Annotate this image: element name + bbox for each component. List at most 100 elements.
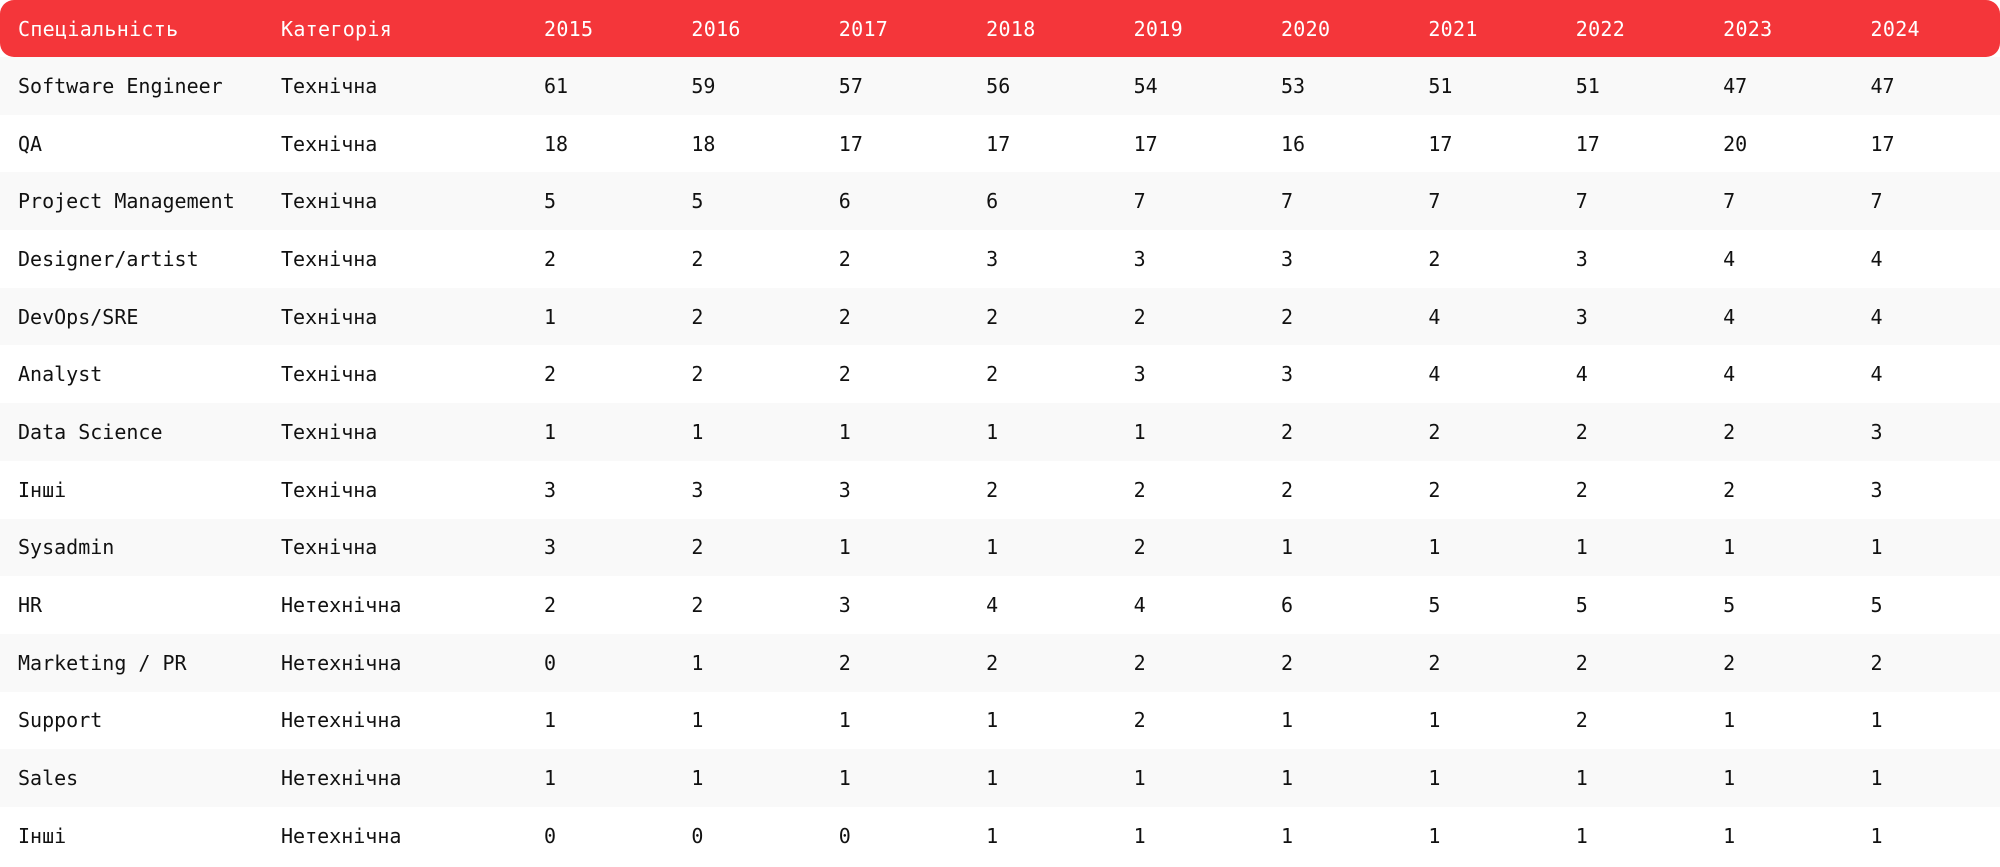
value-cell: 2 bbox=[526, 576, 674, 634]
table-body: Software Engineer Технічна 61 59 57 56 54 53 51 5… bbox=[0, 57, 2000, 865]
value-cell: 1 bbox=[1262, 806, 1411, 865]
specialty-cell: Sysadmin bbox=[0, 518, 263, 577]
category-cell: Технічна bbox=[263, 114, 526, 173]
value-cell: 4 bbox=[1410, 345, 1558, 404]
value-cell: 0 bbox=[673, 806, 821, 865]
value-cell: 7 bbox=[1410, 172, 1558, 231]
value-cell: 2 bbox=[1115, 518, 1263, 577]
value-cell: 1 bbox=[968, 749, 1116, 807]
value-cell: 1 bbox=[1852, 518, 2000, 577]
value-cell: 2 bbox=[1410, 633, 1558, 692]
value-cell: 6 bbox=[1262, 576, 1411, 634]
value-cell: 2 bbox=[820, 633, 969, 692]
value-cell: 1 bbox=[1410, 691, 1558, 750]
value-cell: 1 bbox=[1410, 806, 1558, 865]
value-cell: 5 bbox=[673, 172, 821, 231]
value-cell: 4 bbox=[1705, 345, 1853, 404]
table-row: Support Нетехнічна 1 1 1 1 2 1 1 2 1 1 bbox=[0, 691, 2000, 750]
value-cell: 3 bbox=[1115, 345, 1263, 404]
value-cell: 1 bbox=[526, 403, 674, 461]
column-header-year: 2016 bbox=[673, 0, 821, 57]
value-cell: 2 bbox=[1262, 633, 1411, 692]
value-cell: 4 bbox=[1705, 230, 1853, 288]
value-cell: 1 bbox=[968, 403, 1116, 461]
value-cell: 17 bbox=[968, 114, 1116, 173]
specialty-cell: Support bbox=[0, 691, 263, 750]
category-cell: Нетехнічна bbox=[263, 806, 526, 865]
value-cell: 3 bbox=[1557, 287, 1706, 346]
value-cell: 1 bbox=[1705, 806, 1853, 865]
value-cell: 1 bbox=[820, 518, 969, 577]
value-cell: 17 bbox=[1410, 114, 1558, 173]
value-cell: 1 bbox=[1410, 749, 1558, 807]
column-header-specialty: Спеціальність bbox=[0, 0, 263, 57]
value-cell: 2 bbox=[1410, 403, 1558, 461]
column-header-year: 2021 bbox=[1410, 0, 1558, 57]
value-cell: 1 bbox=[673, 633, 821, 692]
value-cell: 2 bbox=[1705, 460, 1853, 519]
value-cell: 4 bbox=[1852, 230, 2000, 288]
value-cell: 3 bbox=[673, 460, 821, 519]
value-cell: 17 bbox=[1852, 114, 2000, 173]
table-row: HR Нетехнічна 2 2 3 4 4 6 5 5 5 5 bbox=[0, 576, 2000, 634]
value-cell: 2 bbox=[673, 518, 821, 577]
value-cell: 1 bbox=[968, 518, 1116, 577]
value-cell: 1 bbox=[673, 403, 821, 461]
column-header-year: 2023 bbox=[1705, 0, 1853, 57]
value-cell: 5 bbox=[1852, 576, 2000, 634]
value-cell: 47 bbox=[1705, 57, 1853, 115]
value-cell: 3 bbox=[968, 230, 1116, 288]
value-cell: 5 bbox=[1557, 576, 1706, 634]
value-cell: 47 bbox=[1852, 57, 2000, 115]
specialty-cell: Analyst bbox=[0, 345, 263, 404]
category-cell: Технічна bbox=[263, 403, 526, 461]
category-cell: Технічна bbox=[263, 172, 526, 231]
value-cell: 1 bbox=[1115, 806, 1263, 865]
value-cell: 61 bbox=[526, 57, 674, 115]
table-row: Analyst Технічна 2 2 2 2 3 3 4 4 4 4 bbox=[0, 345, 2000, 404]
value-cell: 1 bbox=[820, 749, 969, 807]
value-cell: 2 bbox=[1115, 287, 1263, 346]
value-cell: 2 bbox=[1262, 460, 1411, 519]
value-cell: 1 bbox=[820, 403, 969, 461]
category-cell: Нетехнічна bbox=[263, 691, 526, 750]
value-cell: 57 bbox=[820, 57, 969, 115]
value-cell: 1 bbox=[1262, 518, 1411, 577]
value-cell: 17 bbox=[1557, 114, 1706, 173]
value-cell: 59 bbox=[673, 57, 821, 115]
value-cell: 3 bbox=[526, 518, 674, 577]
value-cell: 18 bbox=[673, 114, 821, 173]
value-cell: 3 bbox=[820, 460, 969, 519]
value-cell: 3 bbox=[1557, 230, 1706, 288]
column-header-year: 2018 bbox=[968, 0, 1116, 57]
specialty-cell: Designer/artist bbox=[0, 230, 263, 288]
value-cell: 3 bbox=[820, 576, 969, 634]
table-header-row: Спеціальність Категорія 2015 2016 2017 2018 20… bbox=[0, 0, 2000, 57]
value-cell: 2 bbox=[1557, 403, 1706, 461]
value-cell: 2 bbox=[673, 576, 821, 634]
specialty-cell: Software Engineer bbox=[0, 57, 263, 115]
value-cell: 1 bbox=[1705, 749, 1853, 807]
value-cell: 4 bbox=[1557, 345, 1706, 404]
value-cell: 3 bbox=[1262, 230, 1411, 288]
value-cell: 2 bbox=[968, 287, 1116, 346]
value-cell: 1 bbox=[526, 287, 674, 346]
value-cell: 1 bbox=[968, 691, 1116, 750]
value-cell: 4 bbox=[1115, 576, 1263, 634]
value-cell: 2 bbox=[820, 230, 969, 288]
value-cell: 1 bbox=[1852, 806, 2000, 865]
category-cell: Технічна bbox=[263, 345, 526, 404]
value-cell: 2 bbox=[1557, 633, 1706, 692]
value-cell: 53 bbox=[1262, 57, 1411, 115]
specialty-cell: HR bbox=[0, 576, 263, 634]
specialty-cell: Sales bbox=[0, 749, 263, 807]
value-cell: 1 bbox=[1557, 806, 1706, 865]
table-row: Інші Технічна 3 3 3 2 2 2 2 2 2 3 bbox=[0, 460, 2000, 519]
value-cell: 0 bbox=[820, 806, 969, 865]
value-cell: 1 bbox=[1262, 691, 1411, 750]
value-cell: 3 bbox=[526, 460, 674, 519]
value-cell: 2 bbox=[968, 345, 1116, 404]
value-cell: 1 bbox=[1115, 403, 1263, 461]
value-cell: 1 bbox=[1705, 691, 1853, 750]
column-header-year: 2017 bbox=[820, 0, 969, 57]
